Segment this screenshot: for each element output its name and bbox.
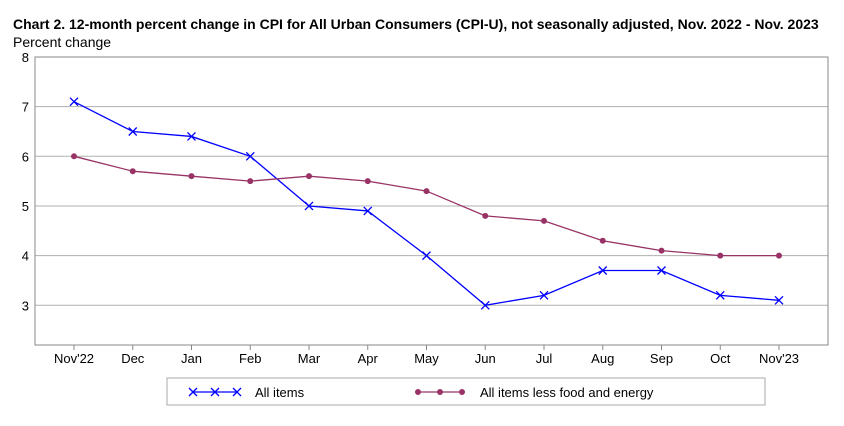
legend-marker	[232, 387, 242, 397]
x-marker-stroke	[210, 387, 220, 397]
y-tick-label: 8	[22, 50, 29, 65]
data-point	[774, 295, 784, 305]
data-point	[247, 178, 254, 185]
data-point	[776, 252, 782, 259]
plot-area	[34, 56, 829, 346]
x-marker-stroke	[715, 290, 725, 300]
y-axis-label: Percent change	[13, 34, 112, 50]
legend-label: All items	[255, 385, 305, 400]
x-marker-stroke	[598, 266, 608, 275]
x-marker-stroke	[232, 387, 242, 397]
x-tick-label: Jun	[475, 351, 496, 366]
x-tick-label: Jul	[536, 351, 553, 366]
x-marker-stroke	[245, 151, 255, 161]
x-marker-stroke	[304, 201, 314, 211]
data-point	[480, 300, 490, 310]
data-point	[717, 252, 724, 259]
x-tick-label: Jan	[181, 351, 202, 366]
x-tick-label: Dec	[121, 351, 145, 366]
x-marker-stroke	[363, 206, 373, 216]
legend-marker	[415, 389, 421, 395]
x-tick-label: Oct	[710, 351, 731, 366]
data-point	[129, 168, 136, 175]
legend-box	[166, 377, 766, 406]
y-tick-label: 5	[22, 199, 29, 214]
chart-title: Chart 2. 12-month percent change in CPI …	[13, 16, 819, 32]
x-marker-stroke	[480, 300, 490, 310]
data-point	[423, 188, 430, 195]
data-point	[363, 206, 373, 216]
data-point	[188, 173, 195, 180]
data-point	[304, 201, 314, 211]
y-tick-label: 4	[22, 249, 29, 264]
x-marker-stroke	[774, 295, 784, 305]
data-point	[599, 237, 606, 244]
x-tick-label: Feb	[239, 351, 261, 366]
x-tick-label: Nov'23	[759, 351, 799, 366]
data-point	[657, 266, 666, 275]
legend-marker	[459, 389, 465, 395]
legend-marker	[210, 387, 220, 397]
data-point	[715, 290, 725, 300]
y-tick-label: 7	[22, 100, 29, 115]
data-point	[71, 153, 77, 160]
x-tick-label: May	[414, 351, 439, 366]
data-point	[658, 247, 665, 254]
x-marker-stroke	[69, 97, 79, 107]
data-point	[69, 97, 79, 107]
legend-marker	[437, 389, 443, 395]
data-point	[306, 173, 312, 180]
x-tick-label: Aug	[591, 351, 614, 366]
x-marker-stroke	[128, 127, 138, 136]
data-point	[598, 266, 608, 275]
x-marker-stroke	[539, 290, 549, 300]
x-tick-label: Apr	[358, 351, 379, 366]
data-point	[187, 131, 196, 141]
data-point	[422, 251, 431, 261]
legend-label: All items less food and energy	[480, 385, 654, 400]
x-marker-stroke	[657, 266, 666, 275]
x-marker-stroke	[422, 251, 431, 261]
x-marker-stroke	[188, 387, 198, 397]
data-point	[482, 212, 489, 219]
y-tick-label: 6	[22, 149, 29, 164]
series-line-1	[73, 101, 780, 306]
x-tick-label: Mar	[298, 351, 321, 366]
data-point	[541, 217, 547, 224]
y-tick-label: 3	[22, 298, 29, 313]
x-tick-label: Nov'22	[54, 351, 94, 366]
x-marker-stroke	[187, 131, 196, 141]
x-tick-label: Sep	[650, 351, 673, 366]
data-point	[128, 127, 138, 136]
data-point	[539, 290, 549, 300]
legend-marker	[188, 387, 198, 397]
data-point	[364, 178, 371, 185]
data-point	[245, 151, 255, 161]
